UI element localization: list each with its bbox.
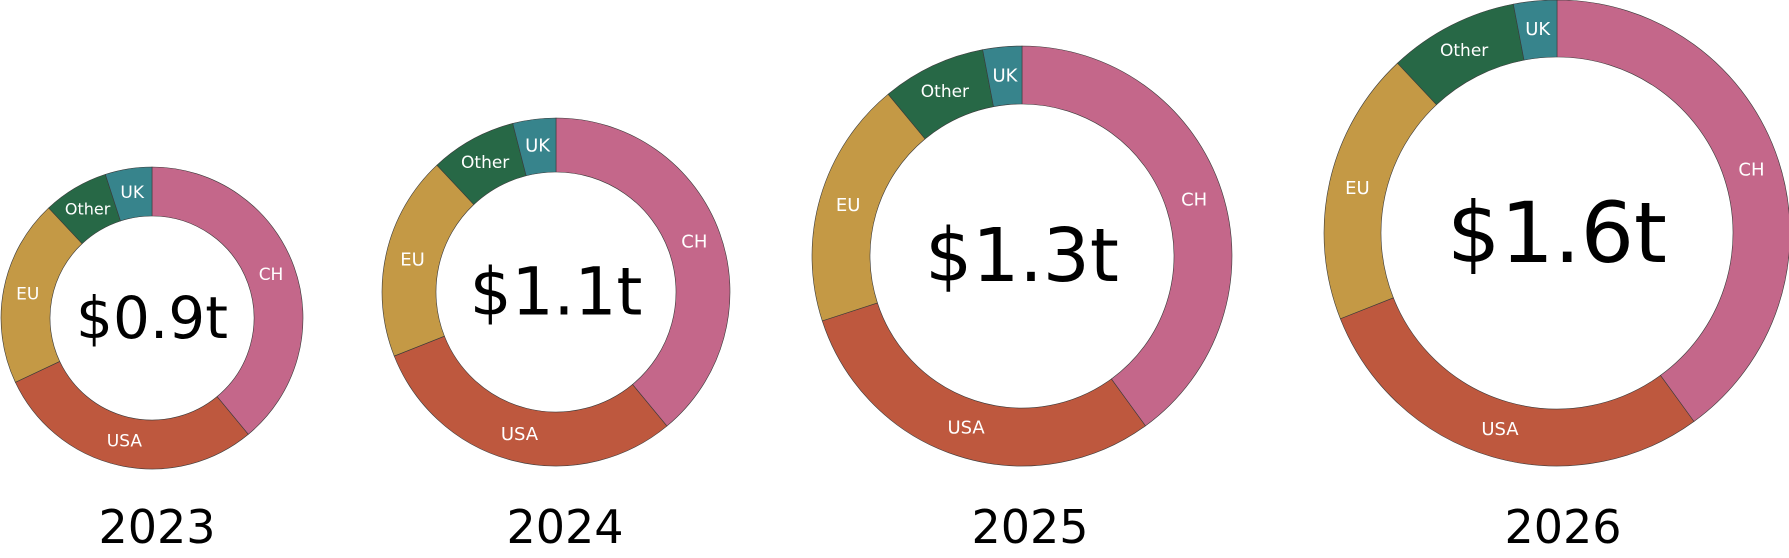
slice-label-usa: USA bbox=[947, 418, 985, 439]
total-label: $1.6t bbox=[1447, 184, 1667, 282]
slice-label-usa: USA bbox=[1481, 419, 1519, 440]
slice-label-other: Other bbox=[461, 153, 509, 173]
slice-eu bbox=[1323, 62, 1437, 320]
donut-chart-2024: CH USA EU Other UK $1.1t 2024 bbox=[381, 117, 731, 554]
slice-label-ch: CH bbox=[1181, 190, 1207, 211]
slice-label-eu: EU bbox=[1345, 178, 1370, 199]
slice-label-other: Other bbox=[1440, 41, 1488, 61]
slice-label-eu: EU bbox=[836, 195, 861, 216]
slice-uk bbox=[512, 117, 557, 177]
slice-ch bbox=[555, 117, 731, 427]
donut-chart-2023: CH USA EU Other UK $0.9t 2023 bbox=[0, 166, 304, 554]
slice-usa bbox=[1339, 297, 1695, 467]
slice-label-uk: UK bbox=[120, 183, 144, 203]
slice-ch bbox=[1021, 45, 1233, 427]
slice-label-ch: CH bbox=[1738, 159, 1764, 180]
slice-label-uk: UK bbox=[525, 136, 551, 157]
slice-label-usa: USA bbox=[107, 431, 143, 451]
slice-eu bbox=[381, 164, 475, 357]
donut-chart-2025: CH USA EU Other UK $1.3t 2025 bbox=[811, 45, 1233, 554]
slice-label-eu: EU bbox=[16, 284, 39, 304]
year-label: 2026 bbox=[1504, 500, 1621, 554]
slice-uk bbox=[1512, 0, 1558, 61]
donut-chart-2026: CH USA EU Other UK $1.6t 2026 bbox=[1323, 0, 1789, 554]
slice-eu bbox=[811, 93, 926, 322]
slice-uk bbox=[104, 166, 153, 222]
total-label: $0.9t bbox=[76, 284, 228, 352]
slice-label-ch: CH bbox=[681, 232, 707, 253]
total-label: $1.1t bbox=[470, 254, 643, 331]
slice-eu bbox=[0, 207, 83, 383]
year-label: 2025 bbox=[971, 500, 1088, 554]
year-label: 2023 bbox=[98, 500, 215, 554]
slice-label-other: Other bbox=[65, 200, 111, 219]
slice-usa bbox=[393, 335, 668, 467]
slice-usa bbox=[14, 361, 249, 470]
slice-label-uk: UK bbox=[992, 65, 1018, 86]
slice-ch bbox=[1556, 0, 1789, 422]
slice-uk bbox=[982, 45, 1023, 108]
slice-label-eu: EU bbox=[400, 249, 425, 270]
slice-label-ch: CH bbox=[259, 265, 284, 285]
slice-label-usa: USA bbox=[501, 424, 539, 445]
slice-usa bbox=[821, 302, 1146, 467]
year-label: 2024 bbox=[506, 500, 623, 554]
total-label: $1.3t bbox=[925, 213, 1119, 299]
slice-ch bbox=[151, 166, 304, 435]
slice-label-other: Other bbox=[921, 82, 969, 102]
slice-label-uk: UK bbox=[1525, 19, 1551, 40]
